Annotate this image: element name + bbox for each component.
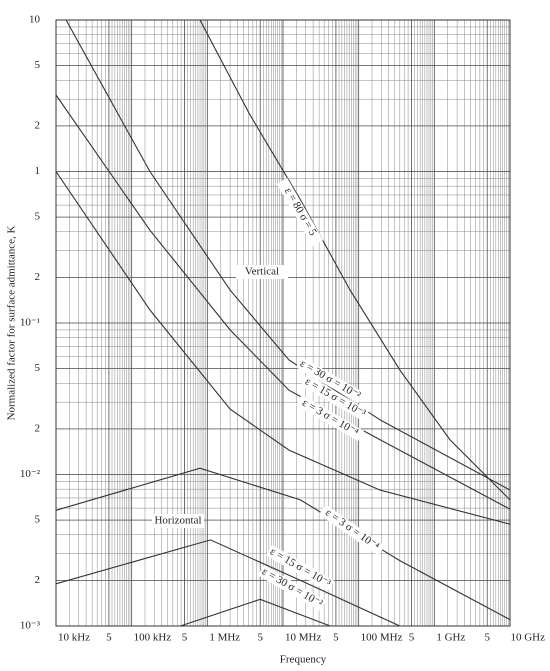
x-tick-label: 5 (257, 632, 263, 644)
y-tick-label: 5 (35, 362, 41, 374)
y-tick-label: 10⁻¹ (20, 317, 40, 329)
curve-label: ε = 3 σ = 10⁻⁴ (323, 507, 381, 553)
y-tick-label: 10⁻³ (20, 620, 41, 632)
annotation: Vertical (245, 266, 279, 278)
y-tick-label: 10⁻² (20, 468, 41, 480)
label-background (152, 514, 204, 528)
label-background (295, 356, 365, 404)
y-tick-label: 2 (35, 119, 41, 131)
x-tick-label: 5 (106, 632, 112, 644)
x-tick-label: 5 (409, 632, 415, 644)
y-tick-label: 5 (35, 514, 41, 526)
x-axis-title: Frequency (280, 654, 327, 666)
y-tick-label: 2 (35, 422, 41, 434)
label-background (257, 564, 327, 612)
curve (55, 539, 401, 627)
x-tick-label: 100 kHz (134, 632, 172, 644)
label-background (265, 544, 335, 592)
x-tick-label: 5 (484, 632, 490, 644)
x-tick-label: 100 MHz (361, 632, 403, 644)
x-tick-label: 10 kHz (58, 632, 90, 644)
label-background (319, 504, 385, 556)
x-tick-label: 10 GHz (510, 632, 545, 644)
label-background (300, 374, 370, 422)
y-tick-label: 2 (35, 271, 41, 283)
curve (55, 171, 511, 525)
y-tick-label: 2 (35, 574, 41, 586)
x-tick-label: 1 GHz (436, 632, 465, 644)
y-tick-label: 10 (29, 14, 41, 26)
curve (65, 19, 511, 491)
x-tick-label: 1 MHz (209, 632, 240, 644)
y-tick-label: 5 (35, 59, 41, 71)
x-tick-label: 10 MHz (285, 632, 321, 644)
y-axis-title: Normalized factor for surface admittance… (6, 226, 18, 421)
label-background (236, 265, 288, 279)
curve (199, 19, 511, 501)
y-tick-label: 5 (35, 211, 41, 223)
curve (55, 467, 511, 621)
annotation: Horizontal (154, 515, 201, 527)
label-background (295, 394, 365, 442)
x-tick-label: 5 (182, 632, 188, 644)
x-tick-label: 5 (333, 632, 339, 644)
y-tick-label: 1 (35, 165, 41, 177)
curve (55, 94, 511, 510)
plot-frame (55, 19, 511, 627)
curve (180, 598, 331, 627)
label-background (276, 177, 324, 247)
curve-label: ε = 80 σ = 5 (282, 186, 319, 239)
